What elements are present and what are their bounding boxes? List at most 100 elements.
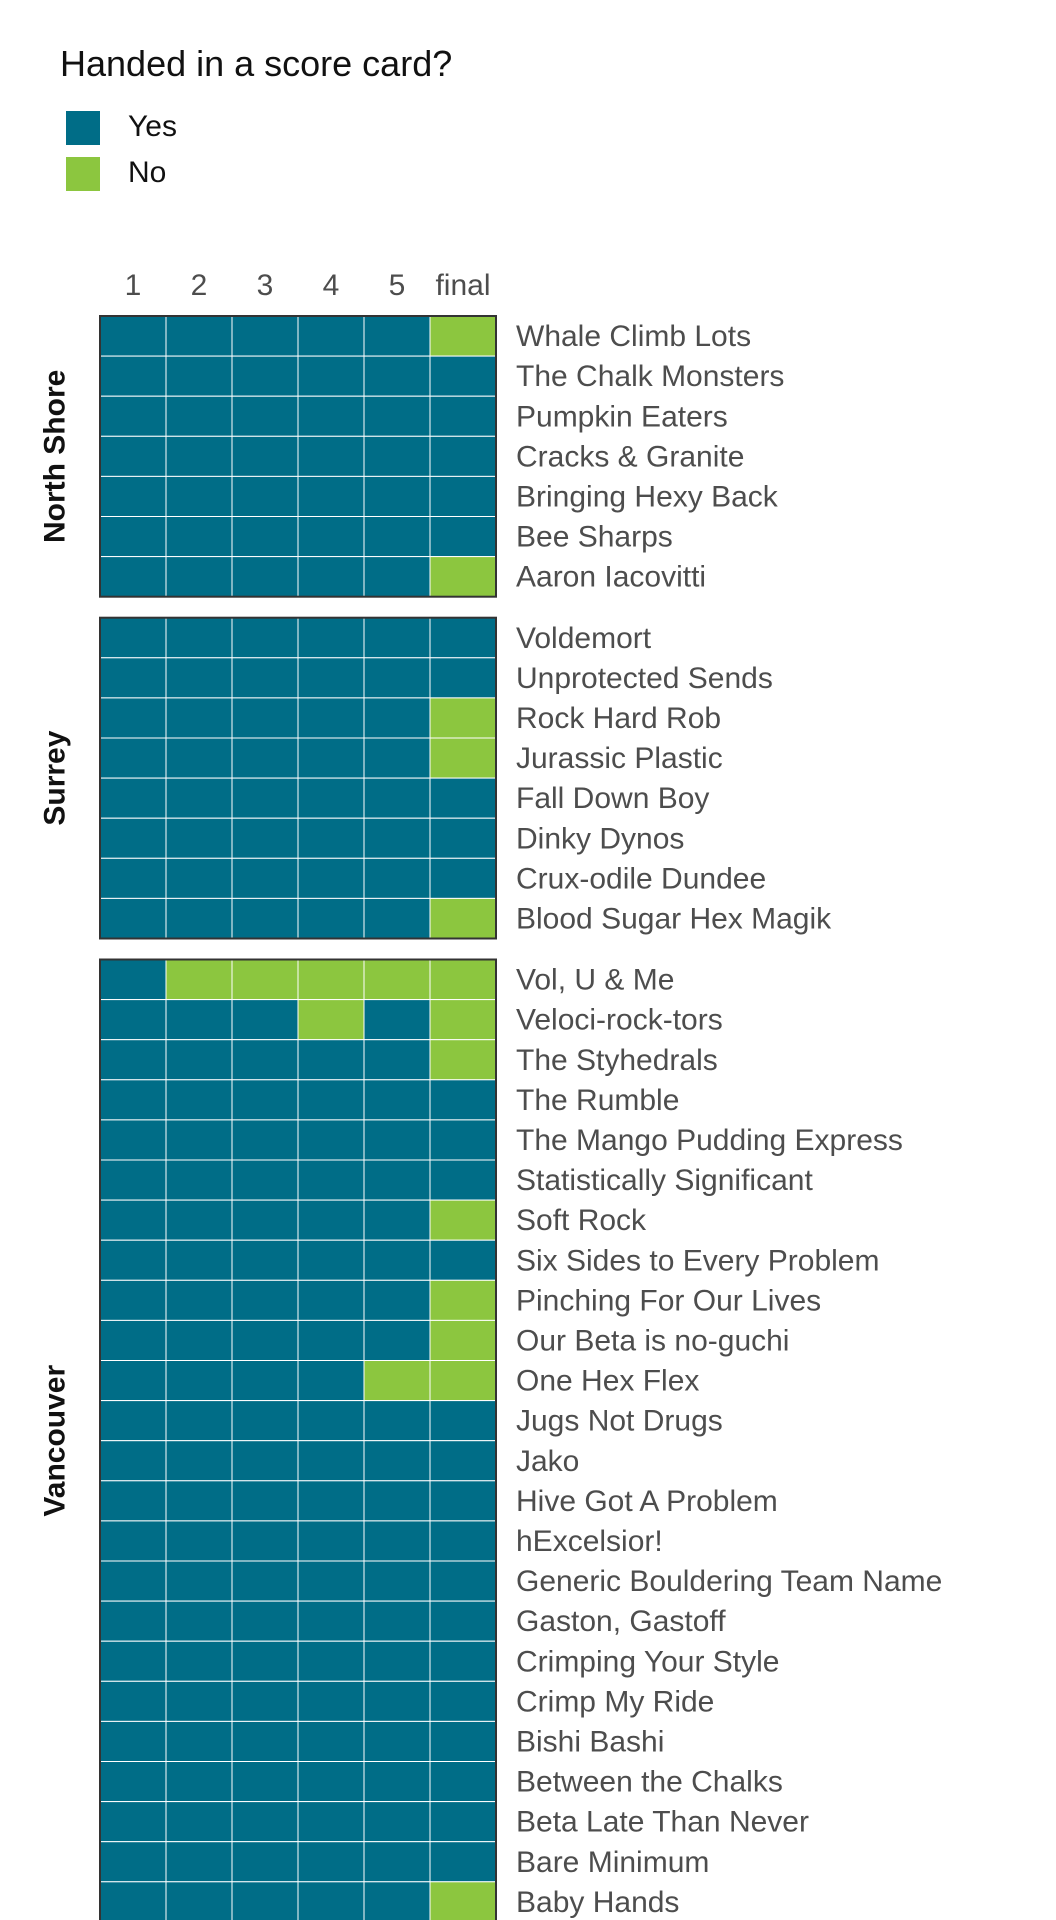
heatmap-cell [165,1640,233,1682]
heatmap-cell [99,516,167,558]
heatmap-cell [231,1841,299,1883]
heatmap-cell [165,1319,233,1362]
heatmap-cell [363,617,431,659]
heatmap-cell [165,1440,233,1482]
heatmap-cell [297,697,365,739]
heatmap-cell [429,817,497,859]
heatmap-cell [99,1761,167,1803]
heatmap-cell [363,435,431,477]
heatmap-cell [165,857,233,899]
heatmap-cell [99,897,167,940]
column-label: 5 [389,269,406,302]
heatmap-cell [363,897,431,940]
team-label: Generic Bouldering Team Name [516,1565,942,1598]
heatmap-cell [231,897,299,940]
heatmap-cell [165,1841,233,1883]
heatmap-cell [99,1560,167,1602]
team-label: Aaron Iacovitti [516,561,706,594]
heatmap-cell [429,1440,497,1482]
heatmap-cell [363,395,431,437]
heatmap-cell [165,1761,233,1803]
heatmap-cell [99,1360,167,1402]
heatmap-cell [231,556,299,598]
heatmap-cell [231,1520,299,1562]
team-label: Pumpkin Eaters [516,400,728,433]
team-label: Crimping Your Style [516,1645,779,1678]
heatmap-cell [363,1640,431,1682]
team-label: One Hex Flex [516,1365,699,1398]
heatmap-cell [429,556,497,598]
heatmap-cell [99,999,167,1041]
heatmap-cell [297,1119,365,1161]
heatmap-cell [429,1279,497,1321]
heatmap-cell [99,777,167,819]
team-label: Veloci-rock-tors [516,1004,723,1037]
heatmap-cell [165,355,233,397]
heatmap-cell [231,737,299,779]
heatmap-cell [429,1761,497,1803]
facet-label: Vancouver [39,1365,72,1517]
team-label: Jako [516,1445,579,1478]
heatmap-cell [99,1119,167,1161]
heatmap-cell [99,959,167,1001]
heatmap-cell [429,1881,497,1920]
heatmap-cell [297,777,365,819]
heatmap-cell [297,475,365,517]
heatmap-cell [231,1199,299,1241]
heatmap-cell [165,999,233,1041]
team-label: Fall Down Boy [516,782,709,815]
heatmap-cell [99,475,167,517]
panel-border [99,958,497,1920]
heatmap-cell [99,1199,167,1241]
heatmap-cell [165,1520,233,1562]
heatmap-cell [363,1480,431,1522]
team-label: The Mango Pudding Express [516,1124,903,1157]
heatmap-cell [99,1480,167,1522]
heatmap-cell [165,617,233,659]
heatmap-cell [297,1480,365,1522]
heatmap-cell [429,1199,497,1241]
heatmap-cell [99,657,167,699]
heatmap-cell [165,657,233,699]
heatmap-cell [429,1159,497,1201]
heatmap-cell [231,475,299,517]
heatmap-cell [429,475,497,517]
heatmap-cell [231,1640,299,1682]
heatmap-cell [231,777,299,819]
legend-label-no: No [128,156,167,189]
heatmap-cell [231,999,299,1041]
heatmap-cell [165,1480,233,1522]
heatmap-cell [99,1400,167,1442]
heatmap-cell [297,1159,365,1201]
heatmap-cell [99,1079,167,1121]
heatmap-cell [363,1841,431,1883]
heatmap-cell [363,1560,431,1602]
heatmap-cell [231,1680,299,1722]
team-label: Beta Late Than Never [516,1806,809,1839]
heatmap-cell [165,1039,233,1081]
heatmap-cell [165,1680,233,1722]
team-label: Vol, U & Me [516,964,674,997]
heatmap-cell [99,1440,167,1482]
team-label: Jurassic Plastic [516,742,723,775]
heatmap-cell [297,1801,365,1843]
heatmap-cell [363,1199,431,1241]
heatmap-cell [429,1119,497,1161]
team-label: Blood Sugar Hex Magik [516,902,832,935]
heatmap-cell [363,1039,431,1081]
heatmap-cell [99,697,167,739]
heatmap-cell [363,959,431,1001]
team-label: Bare Minimum [516,1846,709,1879]
heatmap-cell [429,355,497,397]
heatmap-cell [429,1801,497,1843]
team-label: Cracks & Granite [516,440,744,473]
heatmap-cell [231,1239,299,1281]
heatmap-cell [429,777,497,819]
column-label: 1 [125,269,142,302]
team-label: Our Beta is no-guchi [516,1324,789,1357]
heatmap-cell [429,857,497,899]
heatmap-cell [429,1720,497,1763]
facet-panel-vancouver: Vol, U & Me Veloci-rock-tors The Styhedral… [39,958,942,1920]
heatmap-cell [231,617,299,659]
team-label: Jugs Not Drugs [516,1405,723,1438]
